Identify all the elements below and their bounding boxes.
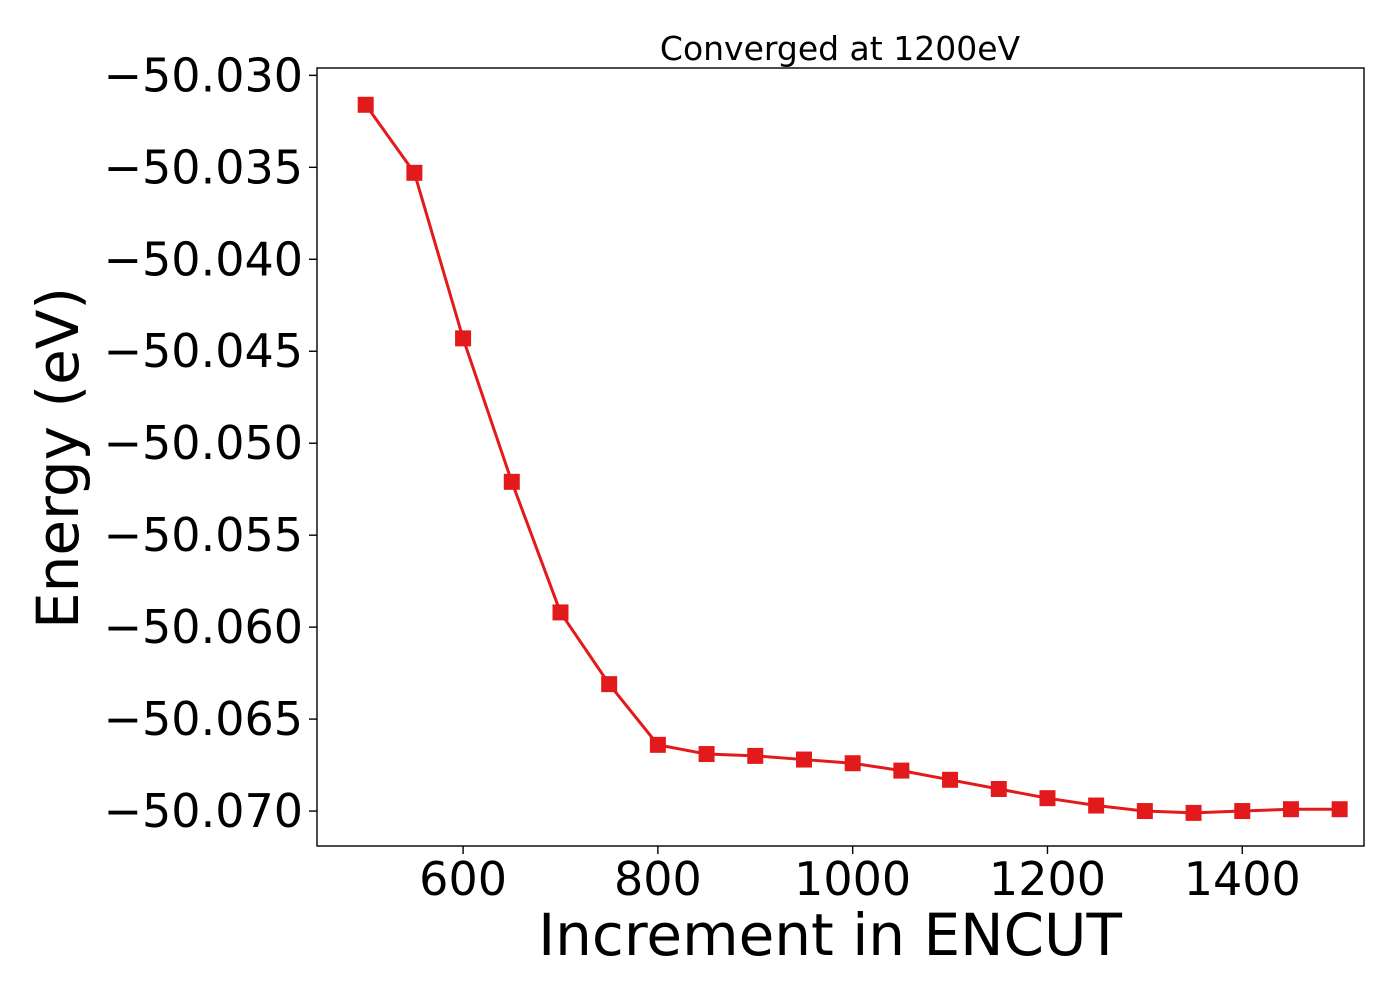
y-axis-label: Energy (eV) <box>24 287 92 629</box>
data-point-marker <box>990 780 1007 797</box>
data-point-marker <box>357 96 374 113</box>
y-tick-label: −50.050 <box>104 416 304 470</box>
y-tick-label: −50.070 <box>104 784 304 838</box>
data-point-marker <box>1136 803 1153 820</box>
y-tick-label: −50.055 <box>104 508 304 562</box>
series-layer <box>357 96 1348 821</box>
data-point-marker <box>503 473 520 490</box>
x-tick-label: 1400 <box>1184 852 1301 906</box>
x-tick-label: 1000 <box>794 852 911 906</box>
axes-layer: 600 800 1000 1200 1400 −50.030 −50.035 −50.040 −… <box>104 48 1365 906</box>
data-point-marker <box>747 747 764 764</box>
data-point-marker <box>406 164 423 181</box>
x-tick-label: 800 <box>614 852 702 906</box>
data-point-marker <box>1331 801 1348 818</box>
data-point-marker <box>1234 803 1251 820</box>
data-point-marker <box>1088 797 1105 814</box>
y-tick-label: −50.045 <box>104 324 304 378</box>
data-point-marker <box>601 676 618 693</box>
data-point-marker <box>795 751 812 768</box>
plot-frame <box>316 67 1365 847</box>
y-tick-label: −50.065 <box>104 692 304 746</box>
data-point-marker <box>649 736 666 753</box>
data-point-marker <box>455 330 472 347</box>
y-tick-label: −50.035 <box>104 140 304 194</box>
y-tick-label: −50.030 <box>104 48 304 102</box>
data-point-marker <box>1039 790 1056 807</box>
data-point-marker <box>893 762 910 779</box>
x-tick-label: 1200 <box>989 852 1106 906</box>
y-tick-label: −50.040 <box>104 232 304 286</box>
y-tick-label: −50.060 <box>104 600 304 654</box>
data-point-marker <box>942 771 959 788</box>
data-point-marker <box>552 604 569 621</box>
data-point-marker <box>698 746 715 763</box>
x-axis-label: Increment in ENCUT <box>538 901 1122 969</box>
data-point-marker <box>1282 801 1299 818</box>
data-point-marker <box>1185 804 1202 821</box>
x-tick-label: 600 <box>419 852 507 906</box>
data-point-marker <box>844 755 861 772</box>
chart-title: Converged at 1200eV <box>660 29 1021 68</box>
